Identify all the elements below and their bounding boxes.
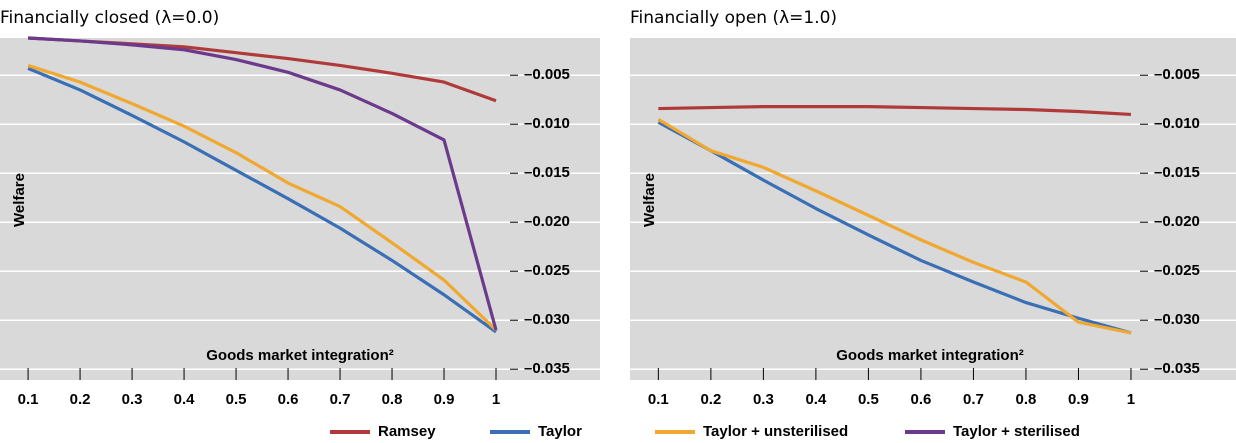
y-tick-label: –0.015	[524, 164, 570, 181]
x-tick-label: 1	[492, 391, 500, 408]
x-axis-label: Goods market integration²	[836, 347, 1024, 364]
x-tick-label: 0.6	[910, 391, 931, 408]
y-tick-label: –0.030	[1154, 311, 1200, 328]
x-tick-label: 0.9	[1068, 391, 1089, 408]
y-axis-label: Welfare	[11, 173, 28, 227]
x-tick-label: 0.1	[18, 391, 39, 408]
y-tick-label: –0.020	[524, 213, 570, 230]
legend-label: Taylor	[538, 423, 582, 440]
series-line	[657, 120, 1132, 335]
y-tick-label: –0.005	[1154, 66, 1200, 83]
x-tick-label: 0.4	[174, 391, 196, 408]
legend-label: Taylor + sterilised	[953, 423, 1080, 440]
y-tick-label: –0.025	[1154, 262, 1200, 279]
chart-title: Financially closed (λ=0.0)	[0, 8, 219, 28]
series-line	[657, 117, 1132, 335]
chart-title: Financially open (λ=1.0)	[630, 8, 837, 28]
x-tick-label: 0.2	[70, 391, 91, 408]
x-tick-label: 0.7	[963, 391, 984, 408]
x-tick-label: 0.1	[648, 391, 669, 408]
y-tick-label: –0.035	[1154, 360, 1200, 377]
y-tick-label: –0.020	[1154, 213, 1200, 230]
y-tick-label: –0.025	[524, 262, 570, 279]
x-tick-label: 0.6	[278, 391, 299, 408]
y-tick-label: –0.035	[524, 360, 570, 377]
series-line	[658, 104, 1132, 117]
plot-area	[630, 38, 1236, 380]
legend-label: Ramsey	[378, 423, 436, 440]
y-axis-label: Welfare	[641, 173, 658, 227]
x-tick-label: 0.7	[330, 391, 351, 408]
y-tick-label: –0.005	[524, 66, 570, 83]
x-tick-label: 1	[1127, 391, 1135, 408]
series-line	[27, 63, 498, 332]
x-tick-label: 0.3	[122, 391, 143, 408]
x-axis-label: Goods market integration²	[206, 347, 394, 364]
x-tick-label: 0.2	[700, 391, 721, 408]
x-tick-label: 0.4	[805, 391, 827, 408]
x-tick-label: 0.9	[434, 391, 455, 408]
y-tick-label: –0.010	[1154, 115, 1200, 132]
y-tick-label: –0.030	[524, 311, 570, 328]
series-line	[27, 66, 497, 334]
y-tick-label: –0.015	[1154, 164, 1200, 181]
x-tick-label: 0.8	[382, 391, 403, 408]
x-tick-label: 0.3	[753, 391, 774, 408]
legend-label: Taylor + unsterilised	[703, 423, 848, 440]
y-tick-label: –0.010	[524, 115, 570, 132]
x-tick-label: 0.5	[858, 391, 879, 408]
x-tick-label: 0.8	[1016, 391, 1037, 408]
plot-area	[0, 38, 600, 380]
series-line	[27, 36, 498, 331]
x-tick-label: 0.5	[226, 391, 247, 408]
